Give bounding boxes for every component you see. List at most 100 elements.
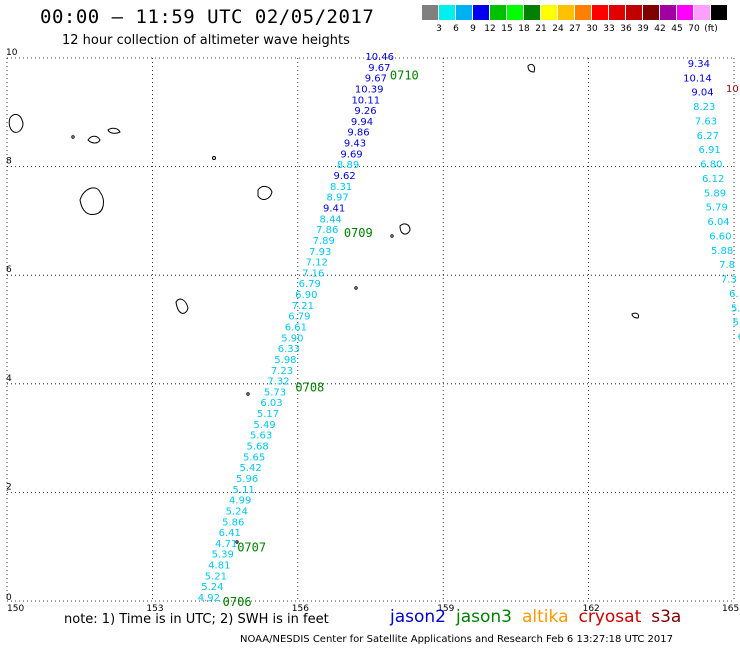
wave-height-value: 5.79 bbox=[706, 203, 728, 214]
wave-height-value: 5.49 bbox=[253, 420, 275, 431]
colorbar-label: 15 bbox=[501, 24, 513, 34]
island-outline bbox=[631, 312, 639, 319]
wave-height-value: 4.81 bbox=[208, 561, 230, 572]
x-tick-label: 150 bbox=[7, 604, 24, 614]
wave-height-value: 6.79 bbox=[299, 279, 321, 290]
legend-item-cryosat: cryosat bbox=[578, 607, 642, 627]
wave-height-value: 5.98 bbox=[274, 355, 296, 366]
colorbar-swatch bbox=[694, 5, 710, 20]
colorbar-label: 45 bbox=[671, 24, 683, 34]
wave-height-value: 5.39 bbox=[212, 550, 234, 561]
wave-height-value: 5.17 bbox=[257, 409, 279, 420]
colorbar-label: 24 bbox=[552, 24, 564, 34]
wave-height-value: 6.90 bbox=[295, 290, 317, 301]
colorbar-swatch bbox=[643, 5, 659, 20]
colorbar-swatch bbox=[677, 5, 693, 20]
y-tick-label: 0 bbox=[6, 593, 12, 603]
y-tick-label: 8 bbox=[6, 157, 12, 167]
wave-height-value: 10.39 bbox=[355, 84, 384, 95]
island-outline bbox=[87, 135, 101, 144]
wave-height-value: 5.21 bbox=[205, 571, 227, 582]
wave-height-value: 5. bbox=[731, 303, 740, 314]
atoll bbox=[71, 135, 75, 139]
wave-height-value: 6.27 bbox=[697, 131, 719, 142]
atoll bbox=[235, 540, 239, 544]
x-tick-label: 159 bbox=[437, 604, 454, 614]
wave-height-value: 6 bbox=[738, 332, 740, 343]
colorbar-swatch bbox=[575, 5, 591, 20]
colorbar-swatch bbox=[558, 5, 574, 20]
wave-height-value: 7.32 bbox=[267, 377, 289, 388]
jason2-track-east: 9.34 10.14 9.04 8.23 7.63 6.27 6.91 6.80 6.12 5.8… bbox=[683, 59, 740, 343]
y-tick-label: 2 bbox=[6, 482, 12, 492]
y-tick-label: 4 bbox=[6, 374, 12, 384]
wave-height-value: 7.93 bbox=[309, 247, 331, 258]
footer-note: note: 1) Time is in UTC; 2) SWH is in fe… bbox=[64, 612, 329, 627]
footer-credit: NOAA/NESDIS Center for Satellite Applica… bbox=[240, 634, 673, 645]
wave-height-value: 10.46 bbox=[365, 52, 394, 63]
wave-height-value: 6.79 bbox=[288, 312, 310, 323]
colorbar-label: 33 bbox=[603, 24, 615, 34]
wave-height-value: 6.80 bbox=[700, 160, 722, 171]
pass-time-label: 0710 bbox=[390, 68, 419, 82]
wave-height-value: 7.63 bbox=[695, 116, 717, 127]
wave-height-value: 8.89 bbox=[337, 160, 359, 171]
wave-height-value: 6.41 bbox=[219, 528, 241, 539]
colorbar-label: 3 bbox=[436, 24, 442, 34]
wave-height-value: 6.91 bbox=[698, 145, 720, 156]
wave-height-value: 7.21 bbox=[292, 301, 314, 312]
wave-height-value: 9.26 bbox=[354, 106, 376, 117]
colorbar-label: 39 bbox=[637, 24, 649, 34]
colorbar-swatch bbox=[711, 5, 727, 20]
wave-height-value: 5.42 bbox=[239, 463, 261, 474]
wave-height-value: 5.96 bbox=[236, 474, 258, 485]
island-outlines bbox=[8, 63, 639, 544]
colorbar-swatch bbox=[524, 5, 540, 20]
colorbar-label: 6 bbox=[453, 24, 459, 34]
wave-height-value: 6.61 bbox=[285, 323, 307, 334]
wave-height-value: 5.89 bbox=[704, 188, 726, 199]
jason2-track-main: 10.469.679.6710.3910.119.269.949.869.439… bbox=[198, 52, 394, 604]
wave-height-value: 7.86 bbox=[316, 225, 338, 236]
wave-height-value: 4.99 bbox=[229, 496, 251, 507]
x-tick-label: 153 bbox=[146, 604, 163, 614]
island-outline bbox=[175, 298, 189, 314]
wave-height-value: 6.12 bbox=[702, 174, 724, 185]
pass-time-label: 0706 bbox=[223, 595, 252, 609]
wave-height-value: 7.3 bbox=[721, 275, 737, 286]
colorbar-swatch bbox=[490, 5, 506, 20]
wave-height-value: 6.03 bbox=[260, 398, 282, 409]
colorbar-swatch bbox=[422, 5, 438, 20]
colorbar-swatch bbox=[456, 5, 472, 20]
wave-height-value: 9.67 bbox=[368, 63, 390, 74]
pass-time-label: 0708 bbox=[295, 381, 324, 395]
wave-height-value: 5.11 bbox=[233, 485, 255, 496]
wave-height-value: 7.23 bbox=[271, 366, 293, 377]
wave-height-value: 10.14 bbox=[683, 73, 712, 84]
axis-ticks: 150 153 156 159 162 165 0 2 4 6 8 10 bbox=[6, 48, 739, 614]
legend-item-altika: altika bbox=[522, 607, 569, 627]
island-outline bbox=[8, 113, 24, 133]
wave-height-value: 7.89 bbox=[313, 236, 335, 247]
wave-height-value: 8.44 bbox=[320, 214, 342, 225]
wave-height-value: 7.16 bbox=[302, 268, 324, 279]
pass-time-labels: 0710 0709 0708 0707 0706 bbox=[223, 68, 419, 609]
colorbar-label: 36 bbox=[620, 24, 632, 34]
wave-height-value: 9.41 bbox=[323, 203, 345, 214]
wave-height-value: 6.33 bbox=[278, 344, 300, 355]
satellite-legend: jason2 jason3 altika cryosat s3a bbox=[390, 607, 691, 627]
wave-height-value: 5.90 bbox=[281, 333, 303, 344]
wave-height-value: 6. bbox=[729, 289, 739, 300]
wave-height-value: 8.97 bbox=[326, 193, 348, 204]
pass-time-label: 0707 bbox=[237, 541, 266, 555]
colorbar-label: 42 bbox=[654, 24, 666, 34]
edge-value-label: 10 bbox=[726, 84, 739, 95]
colorbar-swatch bbox=[609, 5, 625, 20]
x-tick-label: 156 bbox=[292, 604, 309, 614]
wave-height-value: 9.62 bbox=[333, 171, 355, 182]
wave-height-value: 8.23 bbox=[693, 102, 715, 113]
island-outline bbox=[79, 187, 104, 215]
legend-item-jason2: jason2 bbox=[390, 607, 446, 627]
wave-height-value: 8.31 bbox=[330, 182, 352, 193]
